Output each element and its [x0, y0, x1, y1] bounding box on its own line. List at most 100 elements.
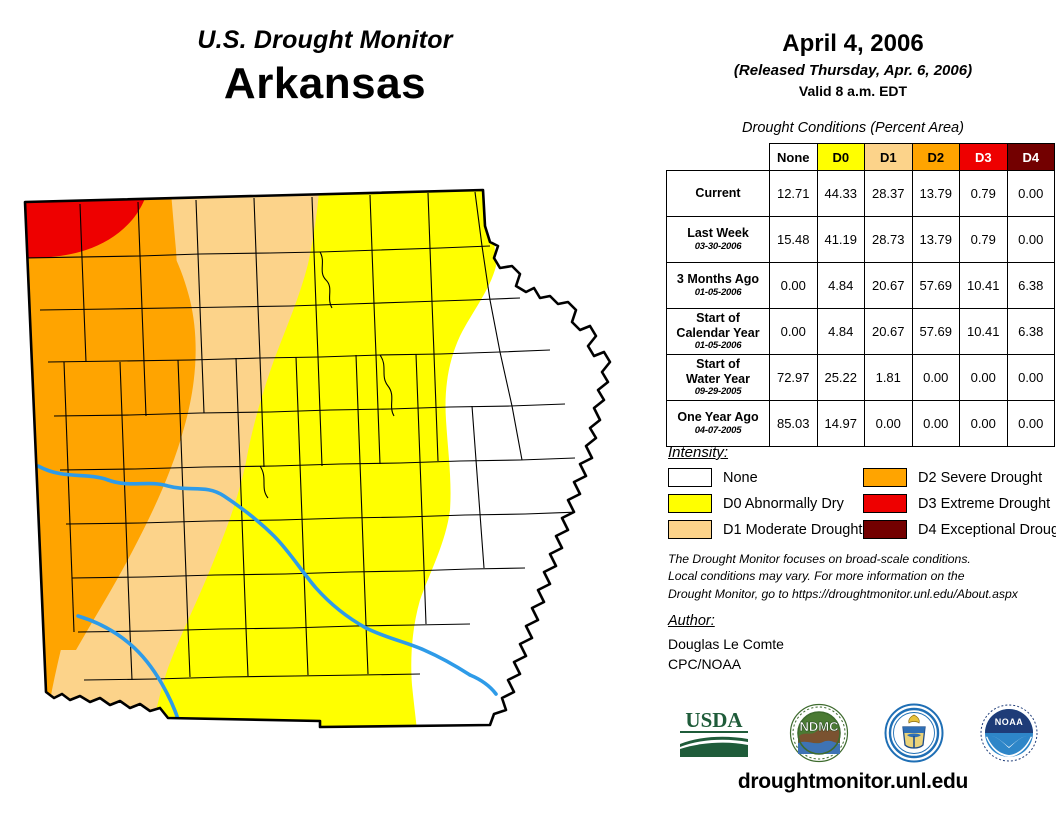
row-label-date: 09-29-2005	[694, 385, 742, 397]
swatch-none-icon	[668, 468, 712, 487]
legend-label-d0: D0 Abnormally Dry	[723, 495, 844, 512]
row-label-text: 3 Months Ago	[676, 272, 760, 287]
legend-item-d4: D4 Exceptional Drought	[863, 520, 1056, 539]
legend-label-d4: D4 Exceptional Drought	[918, 521, 1056, 538]
table-row: Last Week 03-30-2006 15.48 41.19 28.73 1…	[666, 216, 1055, 263]
title-block: U.S. Drought Monitor Arkansas	[0, 26, 650, 109]
col-header-d0: D0	[816, 143, 865, 171]
table-row: One Year Ago 04-07-2005 85.03 14.97 0.00…	[666, 400, 1055, 447]
legend: None D2 Severe Drought D0 Abnormally Dry…	[668, 466, 1056, 544]
cell-cy-d1: 20.67	[864, 308, 913, 355]
cell-current-none: 12.71	[769, 170, 818, 217]
legend-item-none: None	[668, 468, 863, 487]
cell-lastweek-d3: 0.79	[959, 216, 1008, 263]
area-d2-lobe	[40, 200, 196, 650]
cell-lastweek-d4: 0.00	[1006, 216, 1055, 263]
cell-wy-d3: 0.00	[959, 354, 1008, 401]
info-panel: April 4, 2006 (Released Thursday, Apr. 6…	[650, 0, 1056, 816]
red-river	[76, 614, 182, 727]
cell-1yr-none: 85.03	[769, 400, 818, 447]
cell-lastweek-d2: 13.79	[911, 216, 960, 263]
row-label-start-water-year: Start of Water Year 09-29-2005	[666, 354, 770, 401]
mississippi-river-accent	[468, 673, 498, 696]
row-label-date: 01-05-2006	[694, 286, 742, 298]
date-block: April 4, 2006 (Released Thursday, Apr. 6…	[650, 30, 1056, 99]
issue-date: April 4, 2006	[782, 30, 924, 57]
state-outline	[23, 188, 612, 729]
legend-label-d1: D1 Moderate Drought	[723, 521, 863, 538]
legend-item-d1: D1 Moderate Drought	[668, 520, 863, 539]
table-header-row: None D0 D1 D2 D3 D4	[667, 143, 1055, 171]
legend-row: D1 Moderate Drought D4 Exceptional Droug…	[668, 518, 1056, 541]
legend-item-d3: D3 Extreme Drought	[863, 494, 1056, 513]
cell-cy-d3: 10.41	[959, 308, 1008, 355]
cell-3mo-d2: 57.69	[911, 262, 960, 309]
drought-map[interactable]	[20, 180, 650, 740]
release-date: (Released Thursday, Apr. 6, 2006)	[733, 62, 973, 79]
row-label-start-calendar-year: Start of Calendar Year 01-05-2006	[666, 308, 770, 355]
drought-severity-areas	[25, 190, 610, 727]
svg-text:NDMC: NDMC	[799, 719, 839, 734]
cell-3mo-d1: 20.67	[864, 262, 913, 309]
col-header-none: None	[769, 143, 818, 171]
cell-current-d1: 28.37	[864, 170, 913, 217]
notes-line-1: The Drought Monitor focuses on broad-sca…	[668, 552, 971, 566]
usda-logo-icon: USDA	[679, 708, 748, 757]
cell-3mo-d0: 4.84	[816, 262, 865, 309]
county-boundaries	[25, 191, 581, 681]
cell-wy-d0: 25.22	[816, 354, 865, 401]
table-row: 3 Months Ago 01-05-2006 0.00 4.84 20.67 …	[666, 262, 1055, 309]
swatch-d0-icon	[668, 494, 712, 513]
row-label-text: One Year Ago	[677, 410, 759, 425]
cell-current-d4: 0.00	[1006, 170, 1055, 217]
ndmc-logo-icon: NDMC	[789, 703, 848, 763]
legend-label-d3: D3 Extreme Drought	[918, 495, 1051, 512]
table-row: Current 12.71 44.33 28.37 13.79 0.79 0.0…	[666, 170, 1055, 217]
legend-label-none: None	[723, 469, 758, 486]
cell-cy-d0: 4.84	[816, 308, 865, 355]
cell-current-d3: 0.79	[959, 170, 1008, 217]
author-name: Douglas Le Comte	[668, 636, 784, 652]
swatch-d4-icon	[863, 520, 907, 539]
cell-1yr-d0: 14.97	[816, 400, 865, 447]
cell-3mo-d4: 6.38	[1006, 262, 1055, 309]
legend-item-d0: D0 Abnormally Dry	[668, 494, 863, 513]
svg-text:NOAA: NOAA	[994, 717, 1023, 727]
legend-row: None D2 Severe Drought	[668, 466, 1056, 489]
logo-row: USDA NDMC	[656, 698, 1056, 768]
row-label-3-months-ago: 3 Months Ago 01-05-2006	[666, 262, 770, 309]
col-header-d3: D3	[959, 143, 1008, 171]
row-label-text: Start of Calendar Year	[676, 311, 760, 340]
rivers	[36, 464, 498, 727]
col-header-d2: D2	[911, 143, 960, 171]
cell-1yr-d1: 0.00	[864, 400, 913, 447]
disclaimer-notes: The Drought Monitor focuses on broad-sca…	[668, 551, 1018, 603]
valid-time: Valid 8 a.m. EDT	[798, 83, 908, 99]
swatch-d2-icon	[863, 468, 907, 487]
page-title: Arkansas	[223, 59, 427, 108]
notes-line-3[interactable]: Drought Monitor, go to https://droughtmo…	[668, 586, 1018, 601]
swatch-d1-icon	[668, 520, 712, 539]
cell-lastweek-d0: 41.19	[816, 216, 865, 263]
row-label-date: 01-05-2006	[694, 339, 742, 351]
drought-conditions-table: None D0 D1 D2 D3 D4 Current 12.71 44.33 …	[666, 143, 1055, 447]
site-url[interactable]: droughtmonitor.unl.edu	[737, 770, 969, 793]
arkansas-map-svg[interactable]	[20, 180, 650, 740]
cell-1yr-d2: 0.00	[911, 400, 960, 447]
col-header-d4: D4	[1006, 143, 1055, 171]
cell-wy-d4: 0.00	[1006, 354, 1055, 401]
cell-3mo-d3: 10.41	[959, 262, 1008, 309]
swatch-d3-icon	[863, 494, 907, 513]
legend-item-d2: D2 Severe Drought	[863, 468, 1056, 487]
cell-1yr-d4: 0.00	[1006, 400, 1055, 447]
row-label-current: Current	[666, 170, 770, 217]
svg-text:USDA: USDA	[685, 708, 743, 732]
table-row: Start of Calendar Year 01-05-2006 0.00 4…	[666, 308, 1055, 355]
author-title: Author:	[668, 613, 715, 629]
table-corner-cell	[667, 144, 770, 171]
row-label-date: 04-07-2005	[694, 424, 742, 436]
row-label-date: 03-30-2006	[694, 240, 742, 252]
legend-title: Intensity:	[668, 444, 729, 461]
arkansas-river	[36, 464, 472, 677]
author-affiliation: CPC/NOAA	[668, 656, 742, 673]
